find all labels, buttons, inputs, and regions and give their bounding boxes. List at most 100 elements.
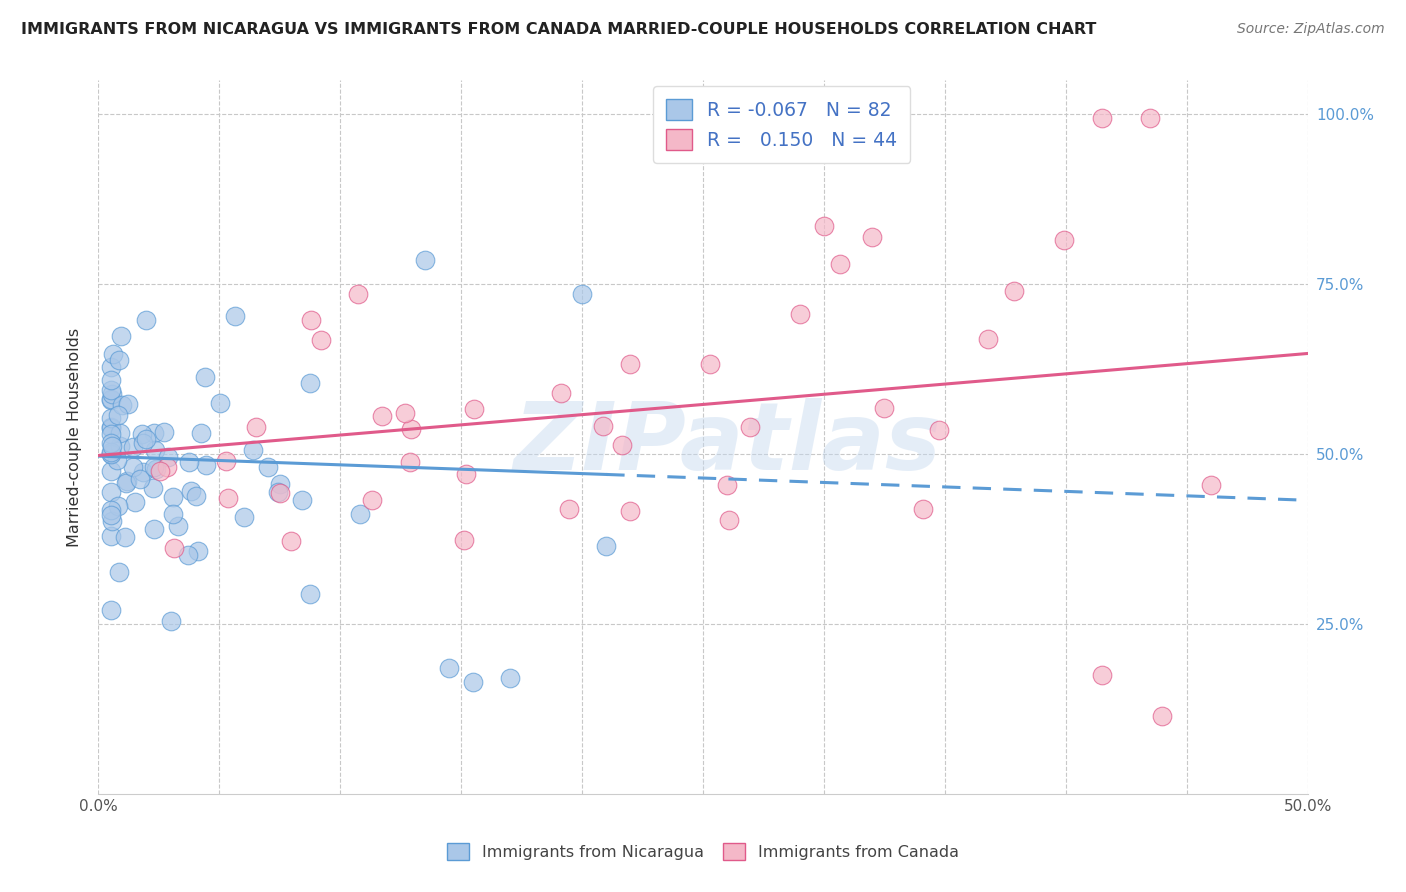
Point — [108, 566, 131, 580]
Point — [813, 219, 835, 234]
Point — [928, 423, 950, 437]
Point — [1053, 233, 1076, 247]
Point — [100, 392, 122, 407]
Point — [142, 481, 165, 495]
Point — [1002, 284, 1025, 298]
Point — [592, 418, 614, 433]
Point — [299, 376, 322, 390]
Point — [135, 313, 157, 327]
Point — [100, 603, 122, 617]
Point — [190, 425, 212, 440]
Point — [100, 529, 122, 543]
Point — [267, 485, 290, 500]
Point — [100, 411, 122, 425]
Point — [101, 386, 124, 401]
Point — [101, 438, 124, 452]
Point — [115, 474, 138, 488]
Point — [437, 661, 460, 675]
Y-axis label: Married-couple Households: Married-couple Households — [67, 327, 83, 547]
Point — [215, 454, 238, 468]
Point — [115, 476, 138, 491]
Point — [121, 440, 143, 454]
Point — [100, 436, 122, 450]
Point — [142, 522, 165, 536]
Text: IMMIGRANTS FROM NICARAGUA VS IMMIGRANTS FROM CANADA MARRIED-COUPLE HOUSEHOLDS CO: IMMIGRANTS FROM NICARAGUA VS IMMIGRANTS … — [21, 22, 1097, 37]
Point — [360, 493, 382, 508]
Point — [100, 392, 122, 407]
Point — [550, 386, 572, 401]
Point — [187, 544, 209, 558]
Point — [153, 425, 176, 439]
Point — [595, 539, 617, 553]
Point — [194, 369, 217, 384]
Point — [195, 458, 218, 472]
Point — [100, 503, 122, 517]
Point — [912, 502, 935, 516]
Point — [100, 514, 122, 528]
Point — [100, 384, 122, 398]
Point — [149, 464, 172, 478]
Point — [177, 548, 200, 562]
Legend: Immigrants from Nicaragua, Immigrants from Canada: Immigrants from Nicaragua, Immigrants fr… — [439, 836, 967, 868]
Point — [291, 492, 314, 507]
Point — [162, 491, 184, 505]
Point — [162, 507, 184, 521]
Point — [463, 401, 485, 416]
Point — [716, 477, 738, 491]
Point — [413, 253, 436, 268]
Point — [717, 513, 740, 527]
Point — [349, 507, 371, 521]
Point — [128, 472, 150, 486]
Point — [132, 465, 155, 479]
Point — [1139, 111, 1161, 125]
Point — [1199, 477, 1222, 491]
Point — [157, 450, 180, 464]
Point — [110, 425, 132, 440]
Point — [269, 486, 291, 500]
Point — [117, 396, 139, 410]
Point — [100, 485, 122, 500]
Point — [108, 353, 131, 368]
Point — [398, 455, 420, 469]
Point — [873, 401, 896, 415]
Point — [100, 373, 122, 387]
Point — [1152, 708, 1174, 723]
Point — [142, 460, 165, 475]
Point — [100, 359, 122, 374]
Point — [740, 419, 762, 434]
Point — [122, 460, 145, 475]
Point — [100, 508, 122, 522]
Point — [860, 229, 883, 244]
Point — [977, 333, 1000, 347]
Point — [107, 408, 129, 422]
Point — [347, 287, 370, 301]
Point — [245, 420, 267, 434]
Point — [612, 437, 634, 451]
Point — [619, 357, 641, 371]
Point — [143, 426, 166, 441]
Point — [100, 447, 122, 461]
Point — [394, 405, 416, 419]
Point — [269, 477, 291, 491]
Point — [100, 463, 122, 477]
Point — [498, 671, 520, 685]
Point — [453, 533, 475, 547]
Point — [180, 484, 202, 499]
Point — [100, 420, 122, 434]
Point — [132, 436, 155, 450]
Point — [131, 426, 153, 441]
Point — [100, 426, 122, 441]
Point — [828, 257, 851, 271]
Point — [371, 409, 394, 423]
Point — [309, 334, 332, 348]
Point — [100, 447, 122, 461]
Point — [1091, 668, 1114, 682]
Text: ZIPatlas: ZIPatlas — [513, 398, 941, 491]
Point — [114, 530, 136, 544]
Point — [107, 499, 129, 513]
Point — [558, 501, 581, 516]
Point — [298, 587, 321, 601]
Point — [217, 491, 239, 506]
Point — [143, 442, 166, 457]
Point — [619, 504, 641, 518]
